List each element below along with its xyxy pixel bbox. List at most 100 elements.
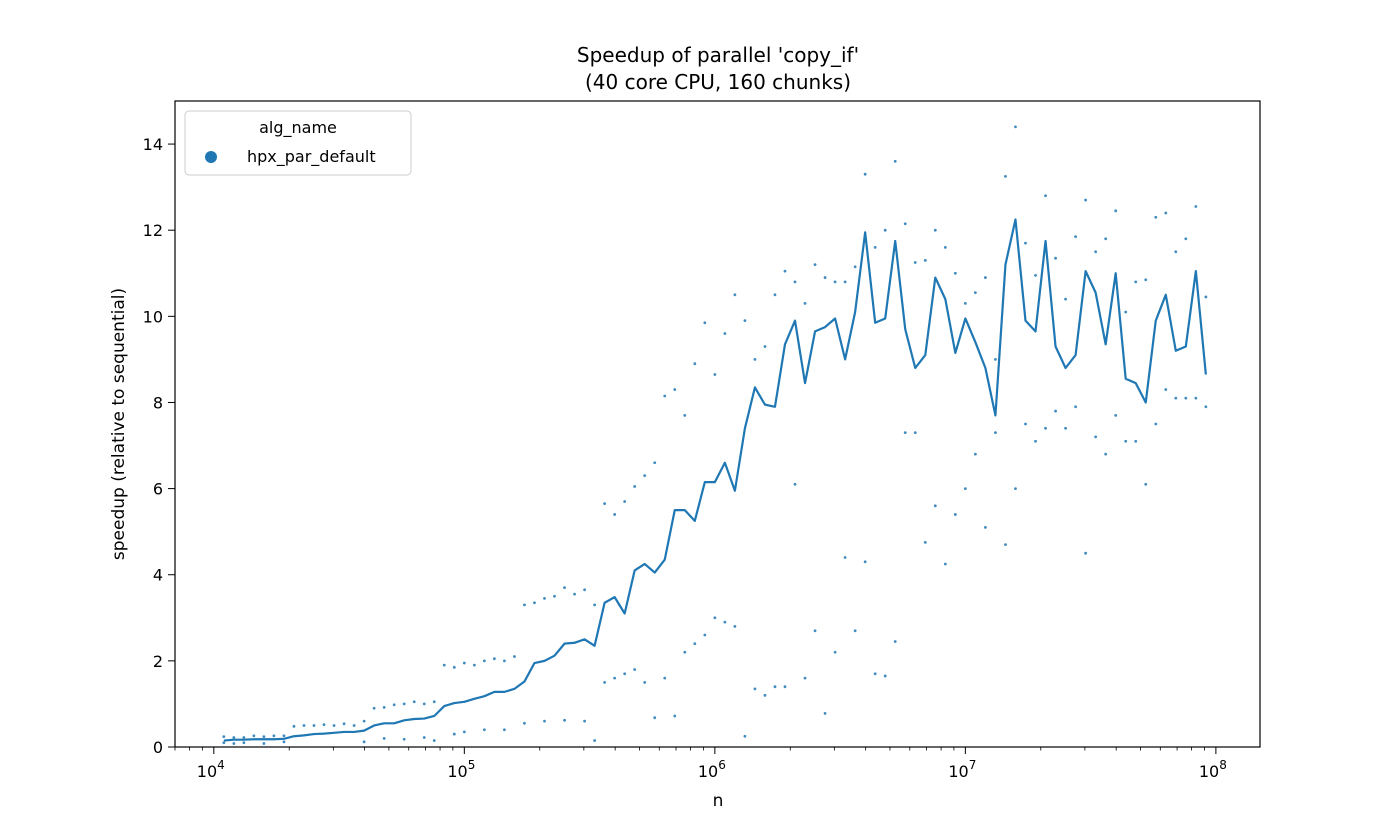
y-axis-ticks: 0 2 4 6 8 10 12 14: [143, 135, 175, 757]
scatter-point: [1134, 439, 1138, 443]
chart-subtitle: (40 core CPU, 160 chunks): [585, 70, 851, 94]
scatter-point: [332, 724, 336, 727]
scatter-point: [613, 513, 617, 516]
scatter-point: [973, 452, 977, 456]
scatter-point: [593, 603, 596, 607]
scatter-point: [953, 271, 957, 275]
scatter-point: [963, 302, 967, 305]
scatter-point: [342, 722, 346, 726]
scatter-point: [382, 736, 386, 740]
scatter-point: [1114, 209, 1118, 213]
scatter-point: [633, 485, 637, 488]
scatter-point: [713, 616, 717, 620]
scatter-point: [653, 461, 657, 465]
scatter-point: [222, 735, 226, 739]
scatter-point: [1074, 405, 1077, 409]
scatter-point: [492, 657, 496, 661]
scatter-point: [523, 721, 526, 725]
scatter-point: [893, 640, 897, 643]
scatter-point: [1034, 439, 1037, 443]
scatter-point: [593, 739, 596, 742]
scatter-point: [933, 504, 937, 508]
scatter-point: [1154, 215, 1158, 219]
scatter-point: [372, 706, 376, 710]
scatter-point: [1014, 125, 1017, 129]
scatter-point: [703, 321, 707, 325]
scatter-point: [723, 620, 727, 624]
scatter-point: [923, 541, 927, 544]
scatter-point: [793, 482, 797, 486]
scatter-point: [563, 586, 566, 590]
scatter-point: [432, 739, 436, 742]
scatter-point: [422, 736, 426, 739]
scatter-point: [362, 740, 366, 744]
scatter-point: [1074, 235, 1077, 239]
scatter-point: [833, 280, 837, 284]
scatter-point: [753, 358, 757, 361]
y-tick-label: 2: [153, 652, 163, 671]
scatter-point: [1064, 426, 1067, 430]
scatter-point: [1094, 250, 1098, 254]
scatter-point: [272, 734, 276, 738]
scatter-point: [943, 246, 947, 249]
scatter-point: [773, 685, 777, 689]
scatter-point: [603, 502, 607, 506]
y-tick-label: 8: [153, 393, 163, 412]
scatter-point: [743, 319, 747, 323]
scatter-point: [503, 728, 506, 732]
scatter-point: [663, 394, 667, 398]
y-tick-label: 6: [153, 480, 163, 499]
scatter-point: [1164, 211, 1168, 215]
y-tick-label: 14: [143, 135, 163, 154]
scatter-point: [973, 291, 977, 295]
scatter-point: [1124, 310, 1128, 314]
scatter-point: [903, 222, 907, 226]
plot-frame: [174, 100, 1261, 748]
scatter-point: [683, 413, 687, 417]
scatter-point: [302, 724, 306, 727]
scatter-point: [232, 736, 236, 739]
scatter-point: [1194, 205, 1198, 208]
scatter-point: [442, 663, 446, 667]
scatter-point: [1204, 295, 1208, 299]
legend-title: alg_name: [259, 118, 337, 138]
scatter-point: [1044, 426, 1047, 430]
scatter-point: [833, 650, 837, 654]
scatter-point: [1024, 241, 1027, 245]
scatter-point: [613, 676, 617, 680]
scatter-point: [623, 672, 627, 676]
scatter-point: [352, 724, 356, 727]
scatter-point: [292, 724, 296, 728]
scatter-point: [813, 263, 817, 267]
scatter-point: [873, 246, 877, 249]
scatter-point: [382, 705, 386, 709]
scatter-point: [402, 702, 406, 706]
scatter-point: [763, 345, 767, 348]
scatter-point: [1184, 396, 1188, 400]
scatter-point: [1004, 174, 1007, 178]
scatter-point: [803, 676, 807, 680]
scatter-point: [1184, 237, 1188, 241]
y-tick-label: 0: [153, 738, 163, 757]
scatter-point: [783, 685, 787, 689]
scatter-point: [733, 625, 737, 628]
scatter-point: [543, 719, 546, 723]
scatter-point: [783, 269, 787, 273]
scatter-point: [873, 672, 877, 676]
scatter-point: [242, 741, 246, 745]
scatter-point: [262, 735, 266, 739]
scatter-point: [472, 663, 476, 667]
scatter-point: [853, 629, 857, 633]
scatter-point: [933, 228, 937, 232]
scatter-point: [943, 562, 947, 566]
scatter-point: [883, 228, 887, 232]
scatter-point: [1024, 422, 1027, 426]
scatter-point: [703, 633, 707, 637]
scatter-point: [683, 650, 687, 654]
y-tick-label: 12: [143, 221, 163, 240]
scatter-point: [753, 687, 757, 691]
legend-marker: [205, 151, 217, 163]
scatter-points: [222, 125, 1208, 745]
scatter-point: [653, 716, 657, 720]
x-axis-ticks: 104 105 106 107 108: [174, 747, 1227, 781]
